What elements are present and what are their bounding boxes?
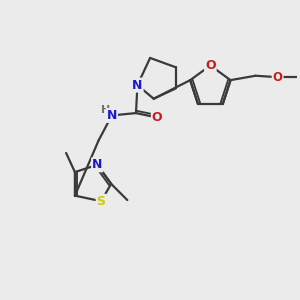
Text: N: N <box>106 109 117 122</box>
Text: O: O <box>273 71 283 84</box>
Text: O: O <box>152 111 163 124</box>
Text: N: N <box>92 158 103 171</box>
Text: S: S <box>97 195 106 208</box>
Text: O: O <box>205 59 216 72</box>
Text: H: H <box>101 105 110 115</box>
Text: N: N <box>132 79 142 92</box>
